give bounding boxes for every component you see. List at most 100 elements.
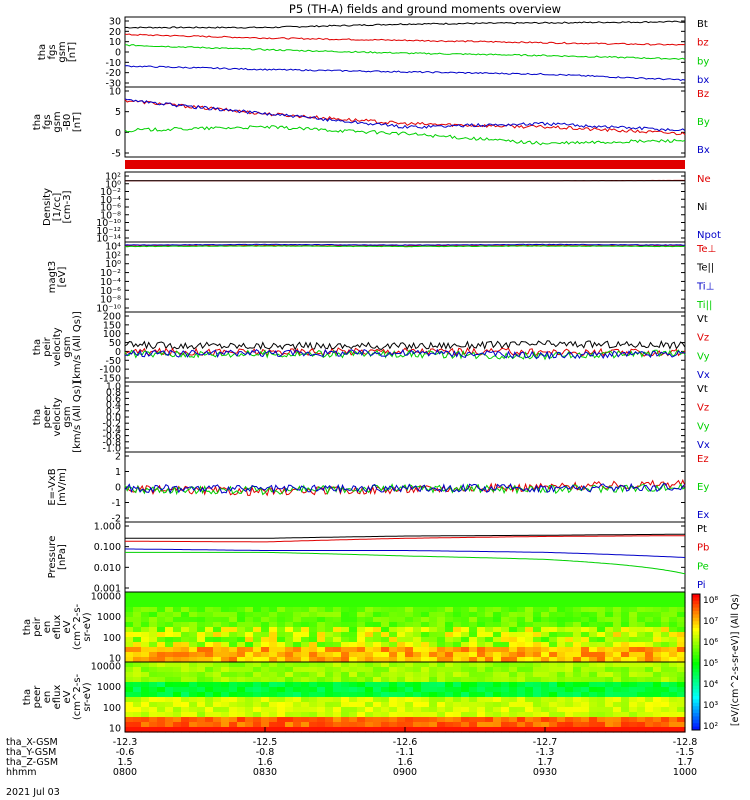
y-tick-label: 10⁻¹⁰ bbox=[96, 304, 121, 315]
spectrogram-cell bbox=[589, 592, 598, 598]
y-tick-label: 0.4 bbox=[106, 400, 121, 411]
spectrogram-cell bbox=[453, 687, 462, 693]
spectrogram-cell bbox=[205, 647, 214, 653]
spectrogram-cell bbox=[429, 597, 438, 603]
spectrogram-cell bbox=[493, 697, 502, 703]
y-axis-label: gsm bbox=[62, 406, 73, 427]
spectrogram-cell bbox=[605, 717, 614, 723]
spectrogram-cell bbox=[405, 627, 414, 633]
spectrogram-cell bbox=[301, 607, 310, 613]
x-row-value: 1.7 bbox=[677, 757, 692, 768]
spectrogram-cell bbox=[365, 682, 374, 688]
spectrogram-cell bbox=[269, 637, 278, 643]
spectrogram-cell bbox=[453, 692, 462, 698]
spectrogram-cell bbox=[157, 657, 166, 663]
spectrogram-cell bbox=[301, 677, 310, 683]
spectrogram-cell bbox=[141, 702, 150, 708]
panel-ion_spec: tha peir en eflux eV (cm^2-s-sr-eV)1000010001… bbox=[22, 591, 686, 665]
spectrogram-cell bbox=[141, 682, 150, 688]
spectrogram-cell bbox=[557, 682, 566, 688]
spectrogram-cell bbox=[325, 697, 334, 703]
spectrogram-cell bbox=[357, 692, 366, 698]
spectrogram-cell bbox=[181, 647, 190, 653]
spectrogram-cell bbox=[133, 617, 142, 623]
spectrogram-cell bbox=[349, 662, 358, 668]
spectrogram-cell bbox=[405, 707, 414, 713]
spectrogram-cell bbox=[357, 662, 366, 668]
spectrogram-cell bbox=[317, 702, 326, 708]
spectrogram-cell bbox=[581, 642, 590, 648]
spectrogram-cell bbox=[557, 627, 566, 633]
spectrogram-cell bbox=[453, 702, 462, 708]
spectrogram-cell bbox=[285, 702, 294, 708]
spectrogram-cell bbox=[621, 617, 630, 623]
spectrogram-cell bbox=[517, 677, 526, 683]
spectrogram-cell bbox=[645, 637, 654, 643]
spectrogram-cell bbox=[445, 597, 454, 603]
spectrogram-cell bbox=[149, 652, 158, 658]
spectrogram-cell bbox=[365, 697, 374, 703]
y-axis-label: eV bbox=[62, 690, 73, 703]
legend-entry: Vx bbox=[697, 370, 710, 381]
colorbar-cell bbox=[692, 645, 700, 649]
spectrogram-cell bbox=[373, 622, 382, 628]
y-tick-label: -0.2 bbox=[102, 419, 121, 430]
spectrogram-cell bbox=[181, 692, 190, 698]
spectrogram-cell bbox=[613, 687, 622, 693]
y-tick-label: 1.000 bbox=[94, 522, 121, 533]
x-row-value: -1.3 bbox=[536, 747, 555, 758]
spectrogram-cell bbox=[581, 667, 590, 673]
spectrogram-cell bbox=[461, 597, 470, 603]
spectrogram-cell bbox=[621, 637, 630, 643]
spectrogram-cell bbox=[469, 677, 478, 683]
spectrogram-cell bbox=[541, 592, 550, 598]
legend-entry: Vy bbox=[697, 351, 710, 362]
spectrogram-cell bbox=[405, 617, 414, 623]
y-axis-label: gsm bbox=[52, 111, 63, 132]
spectrogram-cell bbox=[149, 617, 158, 623]
spectrogram-cell bbox=[213, 602, 222, 608]
spectrogram-cell bbox=[277, 652, 286, 658]
spectrogram-cell bbox=[637, 697, 646, 703]
spectrogram-cell bbox=[293, 607, 302, 613]
spectrogram-cell bbox=[437, 612, 446, 618]
spectrogram-cell bbox=[573, 612, 582, 618]
spectrogram-cell bbox=[293, 697, 302, 703]
spectrogram-cell bbox=[453, 597, 462, 603]
spectrogram-cell bbox=[613, 667, 622, 673]
spectrogram-cell bbox=[589, 702, 598, 708]
spectrogram-cell bbox=[517, 672, 526, 678]
y-tick-label: -50 bbox=[105, 356, 121, 367]
spectrogram-cell bbox=[453, 607, 462, 613]
spectrogram-cell bbox=[661, 697, 670, 703]
spectrogram-cell bbox=[389, 597, 398, 603]
spectrogram-cell bbox=[197, 697, 206, 703]
spectrogram-cell bbox=[677, 682, 686, 688]
spectrogram-cell bbox=[373, 682, 382, 688]
spectrogram-cell bbox=[301, 652, 310, 658]
spectrogram-cell bbox=[469, 702, 478, 708]
spectrogram-cell bbox=[309, 677, 318, 683]
colorbar-cell bbox=[692, 655, 700, 660]
y-tick-label: 0 bbox=[115, 128, 121, 139]
spectrogram-cell bbox=[653, 677, 662, 683]
spectrogram-cell bbox=[501, 617, 510, 623]
spectrogram-cell bbox=[421, 692, 430, 698]
x-row-value: 0830 bbox=[253, 767, 277, 778]
x-row-label: tha_Y-GSM bbox=[6, 747, 56, 758]
spectrogram-cell bbox=[509, 712, 518, 718]
spectrogram-cell bbox=[293, 662, 302, 668]
spectrogram-cell bbox=[309, 652, 318, 658]
spectrogram-cell bbox=[549, 717, 558, 723]
spectrogram-cell bbox=[253, 592, 262, 598]
spectrogram-cell bbox=[205, 607, 214, 613]
spectrogram-cell bbox=[365, 627, 374, 633]
spectrogram-cell bbox=[485, 602, 494, 608]
spectrogram-cell bbox=[461, 687, 470, 693]
spectrogram-cell bbox=[549, 602, 558, 608]
spectrogram-cell bbox=[437, 617, 446, 623]
spectrogram-cell bbox=[413, 722, 422, 728]
spectrogram-cell bbox=[293, 692, 302, 698]
spectrogram-cell bbox=[637, 617, 646, 623]
spectrogram-cell bbox=[213, 682, 222, 688]
